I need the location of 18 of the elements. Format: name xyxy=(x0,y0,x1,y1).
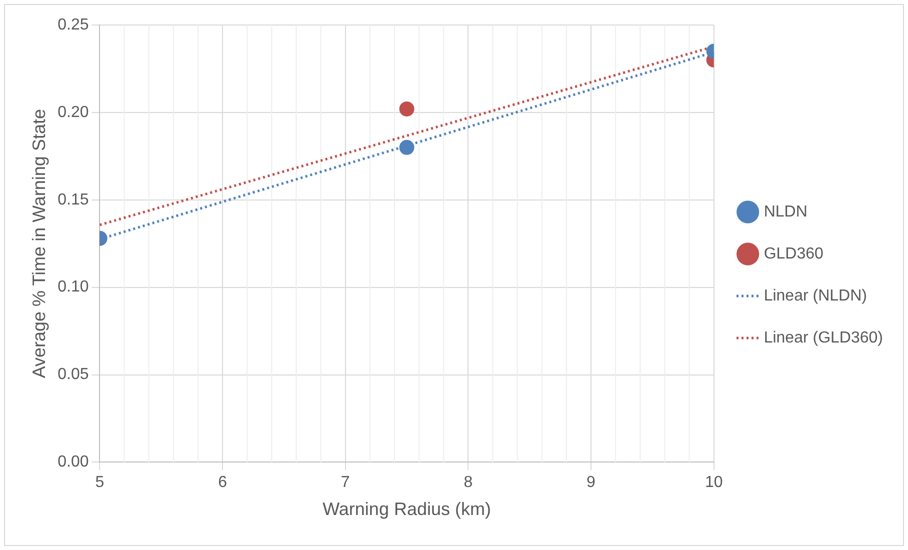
x-tick-label: 8 xyxy=(464,474,473,492)
x-tick-label: 6 xyxy=(218,474,228,492)
x-tick-label: 10 xyxy=(704,474,723,492)
y-tick-label: 0.20 xyxy=(58,104,89,121)
y-axis-title: Average % Time in Warning State xyxy=(28,109,49,378)
x-axis-title: Warning Radius (km) xyxy=(322,499,491,520)
legend-label: Linear (GLD360) xyxy=(764,329,883,346)
y-tick-label: 0.25 xyxy=(58,16,89,34)
y-tick-label: 0.15 xyxy=(58,191,89,208)
y-tick-label: 0.00 xyxy=(58,454,89,471)
x-tick-label: 7 xyxy=(340,474,350,492)
y-tick-label: 0.05 xyxy=(58,366,89,384)
legend-label: Linear (NLDN) xyxy=(764,287,867,304)
x-tick-label: 9 xyxy=(586,474,596,492)
legend-label: GLD360 xyxy=(764,245,824,262)
x-tick-label: 5 xyxy=(95,474,104,492)
legend-label: NLDN xyxy=(764,203,808,220)
y-tick-label: 0.10 xyxy=(58,278,89,296)
